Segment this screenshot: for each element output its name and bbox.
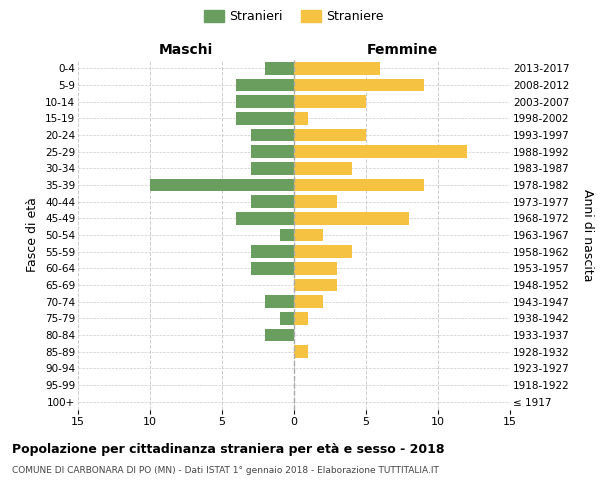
Bar bbox=[294, 162, 352, 174]
Text: COMUNE DI CARBONARA DI PO (MN) - Dati ISTAT 1° gennaio 2018 - Elaborazione TUTTI: COMUNE DI CARBONARA DI PO (MN) - Dati IS… bbox=[12, 466, 439, 475]
Bar bbox=[251, 262, 294, 274]
Bar bbox=[251, 129, 294, 141]
Bar bbox=[236, 79, 294, 92]
Bar bbox=[294, 112, 308, 124]
Bar bbox=[280, 312, 294, 324]
Bar bbox=[280, 229, 294, 241]
Text: Popolazione per cittadinanza straniera per età e sesso - 2018: Popolazione per cittadinanza straniera p… bbox=[12, 442, 445, 456]
Text: Maschi: Maschi bbox=[159, 42, 213, 56]
Y-axis label: Fasce di età: Fasce di età bbox=[26, 198, 40, 272]
Bar bbox=[236, 212, 294, 224]
Bar bbox=[294, 229, 323, 241]
Bar bbox=[265, 329, 294, 341]
Legend: Stranieri, Straniere: Stranieri, Straniere bbox=[204, 10, 384, 24]
Bar bbox=[294, 346, 308, 358]
Bar bbox=[294, 196, 337, 208]
Bar bbox=[294, 129, 366, 141]
Bar bbox=[251, 196, 294, 208]
Bar bbox=[294, 246, 352, 258]
Bar bbox=[236, 112, 294, 124]
Bar bbox=[265, 62, 294, 74]
Bar bbox=[236, 96, 294, 108]
Bar bbox=[294, 146, 467, 158]
Bar bbox=[294, 296, 323, 308]
Bar bbox=[294, 179, 424, 192]
Bar bbox=[251, 162, 294, 174]
Bar bbox=[251, 246, 294, 258]
Bar bbox=[251, 146, 294, 158]
Bar bbox=[294, 62, 380, 74]
Bar bbox=[294, 212, 409, 224]
Bar bbox=[150, 179, 294, 192]
Bar bbox=[294, 312, 308, 324]
Bar bbox=[294, 79, 424, 92]
Bar bbox=[294, 279, 337, 291]
Bar bbox=[265, 296, 294, 308]
Text: Femmine: Femmine bbox=[367, 42, 437, 56]
Bar bbox=[294, 262, 337, 274]
Y-axis label: Anni di nascita: Anni di nascita bbox=[581, 188, 593, 281]
Bar bbox=[294, 96, 366, 108]
